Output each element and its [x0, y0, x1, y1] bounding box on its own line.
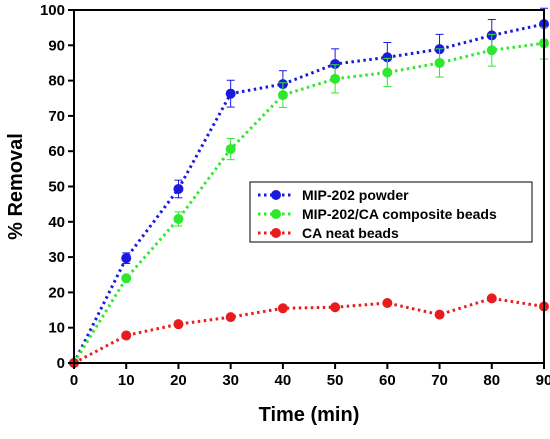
y-tick-label: 90 [48, 37, 65, 54]
x-tick-label: 20 [170, 372, 187, 389]
x-tick-label: 50 [327, 372, 344, 389]
y-tick-label: 80 [48, 73, 65, 90]
series-3 [69, 293, 549, 368]
y-tick-label: 40 [48, 214, 65, 231]
data-point [173, 319, 184, 330]
data-point [121, 273, 132, 284]
data-point [486, 293, 497, 304]
legend: MIP-202 powder MIP-202/CA composite beads… [249, 181, 533, 243]
data-point [330, 302, 341, 313]
data-point [121, 253, 132, 264]
tick-layer: 0 10 20 30 40 50 60 70 80 90 0 10 20 30 40 50 60 70 80 90 10… [40, 2, 550, 389]
data-point [225, 144, 236, 155]
data-point [277, 303, 288, 314]
legend-box [249, 181, 533, 243]
data-point [486, 45, 497, 56]
data-point [225, 88, 236, 99]
data-point [173, 213, 184, 224]
y-tick-label: 50 [48, 179, 65, 196]
x-tick-label: 70 [431, 372, 448, 389]
data-point [434, 57, 445, 68]
x-tick-label: 0 [70, 372, 78, 389]
legend-item-1: MIP-202 powder [258, 187, 409, 203]
legend-swatch-marker [271, 209, 281, 219]
data-point [434, 309, 445, 320]
legend-label: MIP-202 powder [302, 187, 409, 203]
data-point [382, 297, 393, 308]
x-tick-label: 80 [483, 372, 500, 389]
legend-label: MIP-202/CA composite beads [302, 206, 497, 222]
data-point [121, 330, 132, 341]
y-tick-label: 70 [48, 108, 65, 125]
series-line [72, 41, 545, 364]
y-tick-label: 30 [48, 249, 65, 266]
data-point [277, 90, 288, 101]
legend-label: CA neat beads [302, 225, 399, 241]
x-tick-label: 10 [118, 372, 135, 389]
y-tick-label: 20 [48, 284, 65, 301]
x-tick-label: 40 [275, 372, 292, 389]
legend-item-3: CA neat beads [258, 225, 399, 241]
y-tick-label: 60 [48, 143, 65, 160]
data-point [225, 312, 236, 323]
data-point [382, 67, 393, 78]
series-line [73, 296, 545, 365]
y-tick-label: 10 [48, 320, 65, 337]
x-axis-title: Time (min) [259, 404, 360, 426]
data-point [173, 183, 184, 194]
data-point [330, 59, 341, 70]
data-point [330, 73, 341, 84]
legend-item-2: MIP-202/CA composite beads [258, 206, 497, 222]
y-tick-label: 0 [57, 355, 65, 372]
series-2 [69, 26, 549, 368]
legend-swatch-marker [271, 190, 281, 200]
x-tick-label: 30 [222, 372, 239, 389]
y-axis-title: % Removal [5, 133, 27, 240]
series-line [72, 22, 545, 364]
data-point [382, 52, 393, 63]
series-layer [69, 7, 549, 368]
y-tick-label: 100 [40, 2, 65, 19]
x-tick-label: 90 [536, 372, 550, 389]
x-tick-label: 60 [379, 372, 396, 389]
legend-swatch-marker [271, 228, 281, 238]
